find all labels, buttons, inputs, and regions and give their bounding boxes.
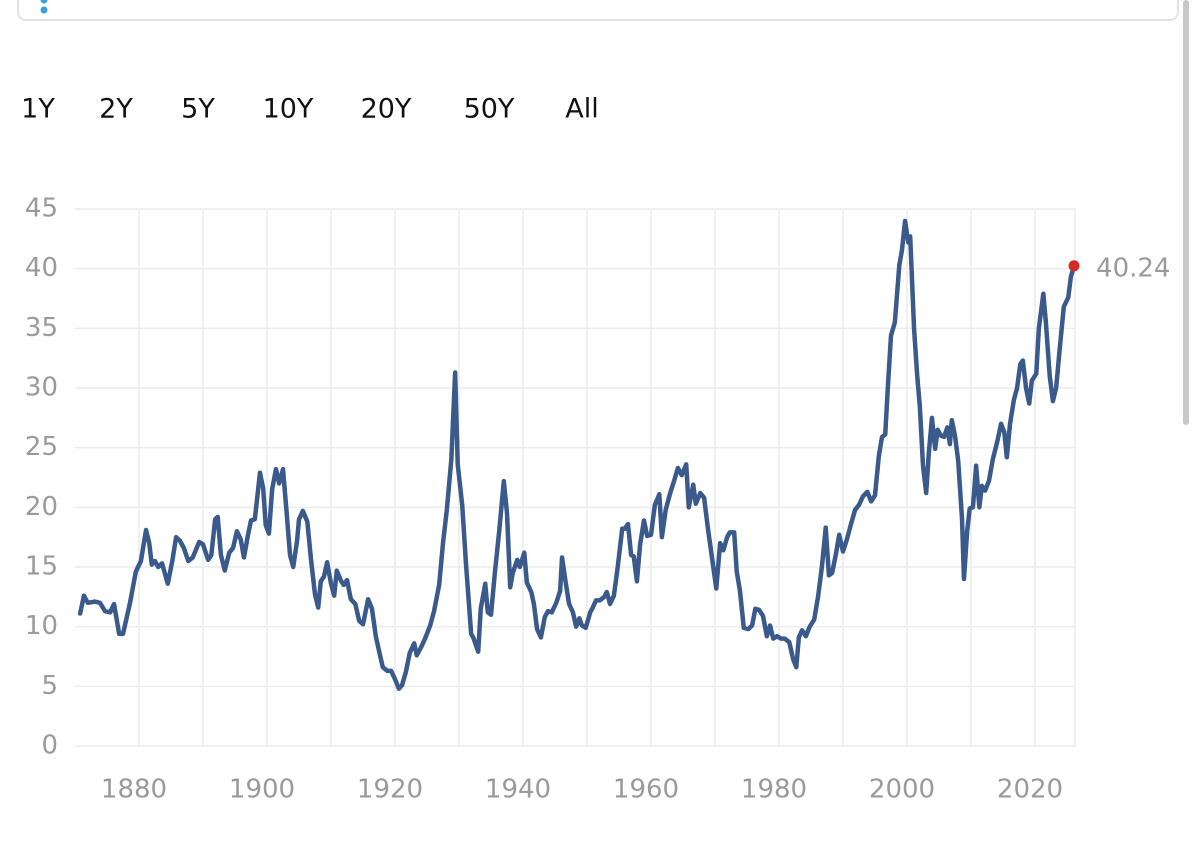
y-tick-label: 20 [25, 492, 58, 522]
x-tick-label: 2020 [997, 775, 1063, 805]
x-tick-label: 1960 [613, 775, 679, 805]
last-point [1068, 260, 1080, 272]
last-value-label: 40.24 [1096, 253, 1170, 283]
x-tick-label: 1900 [229, 775, 295, 805]
y-tick-label: 30 [25, 373, 58, 403]
scrollbar [1183, 0, 1189, 425]
y-tick-label: 5 [41, 671, 58, 701]
x-tick-label: 2000 [869, 775, 935, 805]
range-button[interactable]: 10Y [263, 94, 314, 125]
y-tick-label: 15 [25, 552, 58, 582]
range-button[interactable]: 2Y [99, 94, 133, 125]
data-line [77, 218, 1077, 691]
x-tick-label: 1980 [741, 775, 807, 805]
y-tick-label: 10 [25, 611, 58, 641]
range-button[interactable]: 50Y [464, 94, 515, 125]
x-tick-label: 1920 [357, 775, 423, 805]
range-button[interactable]: 5Y [181, 94, 215, 125]
range-button[interactable]: All [565, 94, 598, 125]
y-tick-label: 45 [25, 194, 58, 224]
range-button[interactable]: 20Y [361, 94, 412, 125]
y-tick-label: 0 [41, 731, 58, 761]
range-button[interactable]: 1Y [21, 94, 55, 125]
y-tick-label: 40 [25, 253, 58, 283]
y-tick-label: 35 [25, 313, 58, 343]
x-tick-label: 1940 [485, 775, 551, 805]
x-tick-label: 1880 [101, 775, 167, 805]
menu-dot [40, 0, 48, 4]
y-tick-label: 25 [25, 432, 58, 462]
menu-dot [40, 6, 48, 14]
header-card [17, 0, 1179, 21]
